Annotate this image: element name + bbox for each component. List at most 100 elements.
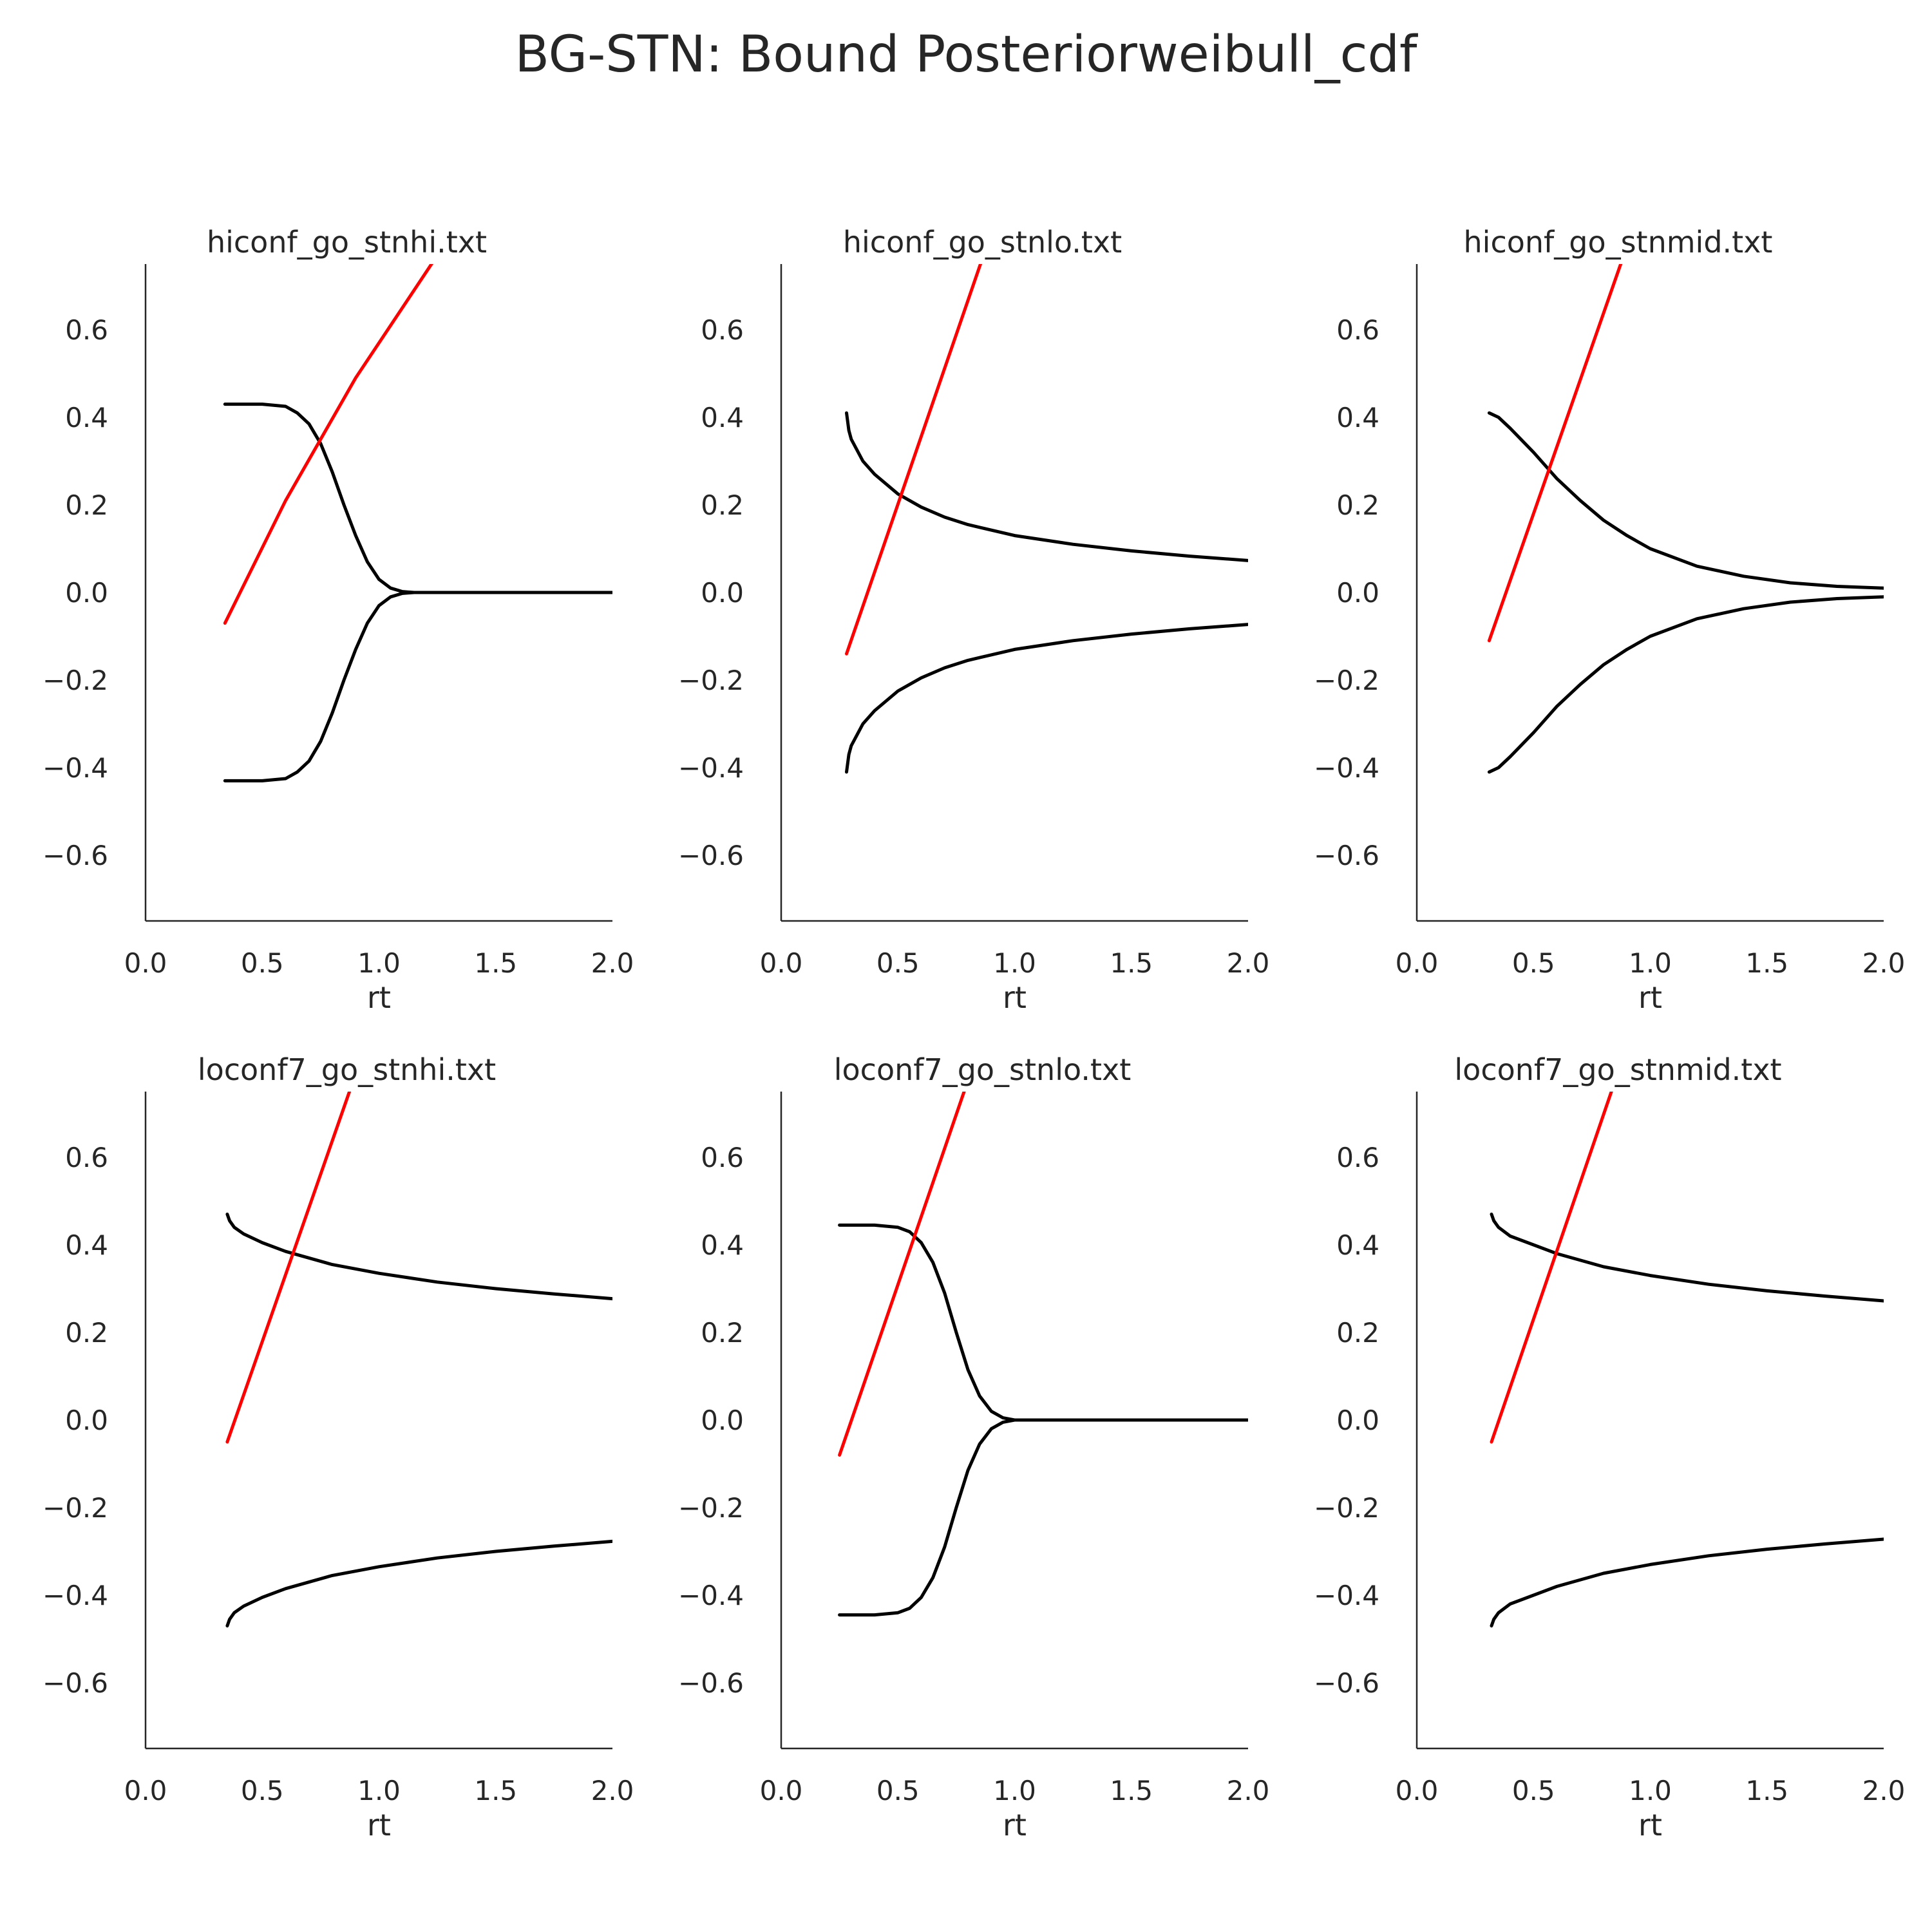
x-tick-label: 2.0 (1862, 1775, 1906, 1806)
x-tick-label: 1.0 (1629, 947, 1672, 979)
x-tick-label: 2.0 (1862, 947, 1906, 979)
x-tick-label: 2.0 (1227, 1775, 1270, 1806)
x-tick-label: 0.5 (1512, 947, 1555, 979)
y-tick-label: 0.4 (1336, 402, 1379, 433)
y-tick-label: 0.4 (1336, 1229, 1379, 1261)
y-tick-label: 0.0 (65, 577, 108, 609)
x-tick-label: 2.0 (1227, 947, 1270, 979)
lower-bound-line (845, 623, 1248, 774)
y-tick-label: −0.2 (678, 665, 744, 696)
x-tick-label: 0.5 (1512, 1775, 1555, 1806)
x-tick-label: 1.5 (1110, 1775, 1153, 1806)
y-tick-label: −0.4 (1314, 752, 1379, 784)
x-tick-label: 1.0 (357, 947, 401, 979)
x-tick-label: 1.5 (474, 947, 517, 979)
upper-bound-line (845, 411, 1248, 562)
panel-2: hiconf_go_stnlo.txt 0.0 0.5 1.0 1.5 2.0 −0.6 −0… (678, 225, 1269, 1015)
y-tick-label: 0.2 (1336, 489, 1379, 521)
y-tick-label: 0.0 (65, 1405, 108, 1436)
y-tick-label: 0.6 (65, 1142, 108, 1173)
x-tick-label: 0.0 (124, 1775, 167, 1806)
upper-bound-line (1487, 411, 1884, 590)
y-tick-label: 0.4 (65, 1229, 108, 1261)
y-tick-label: 0.6 (701, 1142, 744, 1173)
lower-bound-line (1487, 595, 1884, 774)
series-group (225, 1092, 612, 1628)
x-tick-label: 2.0 (591, 1775, 634, 1806)
y-tick-label: −0.4 (678, 752, 744, 784)
y-tick-label: −0.2 (43, 665, 108, 696)
x-tick-label: 0.0 (760, 947, 803, 979)
series-group (1490, 1092, 1884, 1628)
x-tick-label: 0.0 (1396, 947, 1439, 979)
x-axis-label: rt (1638, 1808, 1662, 1842)
x-tick-label: 2.0 (591, 947, 634, 979)
y-tick-label: 0.2 (65, 1317, 108, 1349)
panel-5: loconf7_go_stnlo.txt 0.0 0.5 1.0 1.5 2.0 −0.6 −… (678, 1052, 1269, 1842)
lower-bound-line (838, 1418, 1248, 1617)
x-axis-label: rt (367, 980, 391, 1015)
y-tick-label: 0.0 (701, 577, 744, 609)
lower-bound-line (223, 591, 612, 782)
y-tick-label: 0.6 (65, 314, 108, 346)
x-tick-label: 0.5 (241, 1775, 284, 1806)
y-tick-label: 0.6 (1336, 1142, 1379, 1173)
panel-3: hiconf_go_stnmid.txt 0.0 0.5 1.0 1.5 2.0 −0.6 −… (1314, 225, 1905, 1015)
series-group (1487, 264, 1884, 774)
x-tick-label: 0.0 (124, 947, 167, 979)
drift-line (1487, 264, 1623, 643)
y-tick-label: 0.4 (701, 402, 744, 433)
panel-title: hiconf_go_stnmid.txt (1464, 225, 1773, 260)
drift-line (223, 264, 434, 625)
x-tick-label: 1.5 (1745, 947, 1788, 979)
x-tick-label: 0.5 (241, 947, 284, 979)
y-tick-label: 0.0 (701, 1405, 744, 1436)
y-tick-label: −0.2 (1314, 665, 1379, 696)
series-group (845, 264, 1248, 774)
y-tick-label: −0.4 (43, 752, 108, 784)
panel-4: loconf7_go_stnhi.txt 0.0 0.5 1.0 1.5 2.0 −0.6 −… (43, 1052, 634, 1842)
y-tick-label: −0.4 (43, 1580, 108, 1611)
y-tick-label: −0.6 (678, 840, 744, 871)
panel-title: hiconf_go_stnhi.txt (207, 225, 487, 260)
y-tick-label: −0.4 (1314, 1580, 1379, 1611)
y-tick-label: −0.6 (678, 1667, 744, 1699)
x-tick-label: 1.5 (1110, 947, 1153, 979)
x-axis-label: rt (1003, 980, 1027, 1015)
panel-title: hiconf_go_stnlo.txt (843, 225, 1122, 260)
y-tick-label: 0.2 (701, 1317, 744, 1349)
upper-bound-line (1490, 1212, 1884, 1303)
lower-bound-line (225, 1539, 612, 1628)
x-tick-label: 0.5 (876, 947, 920, 979)
upper-bound-line (225, 1212, 612, 1301)
drift-line (1490, 1092, 1613, 1444)
upper-bound-line (838, 1223, 1248, 1422)
y-tick-label: 0.2 (1336, 1317, 1379, 1349)
x-tick-label: 1.0 (1629, 1775, 1672, 1806)
y-tick-label: 0.0 (1336, 577, 1379, 609)
drift-line (838, 1092, 966, 1457)
y-tick-label: −0.2 (678, 1492, 744, 1524)
x-tick-label: 1.0 (993, 947, 1036, 979)
figure-title: BG-STN: Bound Posteriorweibull_cdf (515, 26, 1417, 84)
drift-line (225, 1092, 352, 1444)
panel-1: hiconf_go_stnhi.txt 0.0 0.5 1.0 1.5 2.0 −0.6 −0… (43, 225, 634, 1015)
y-tick-label: −0.4 (678, 1580, 744, 1611)
lower-bound-line (1490, 1537, 1884, 1628)
panel-title: loconf7_go_stnhi.txt (198, 1052, 496, 1087)
x-tick-label: 1.5 (474, 1775, 517, 1806)
x-tick-label: 0.0 (760, 1775, 803, 1806)
y-tick-label: −0.2 (1314, 1492, 1379, 1524)
series-group (223, 264, 612, 782)
x-tick-label: 0.5 (876, 1775, 920, 1806)
y-tick-label: −0.2 (43, 1492, 108, 1524)
upper-bound-line (223, 402, 612, 594)
y-tick-label: 0.0 (1336, 1405, 1379, 1436)
x-tick-label: 1.0 (993, 1775, 1036, 1806)
series-group (838, 1092, 1248, 1617)
x-tick-label: 0.0 (1396, 1775, 1439, 1806)
panel-6: loconf7_go_stnmid.txt 0.0 0.5 1.0 1.5 2.0 −0.6… (1314, 1052, 1905, 1842)
x-axis-label: rt (1003, 1808, 1027, 1842)
panel-title: loconf7_go_stnlo.txt (834, 1052, 1132, 1087)
